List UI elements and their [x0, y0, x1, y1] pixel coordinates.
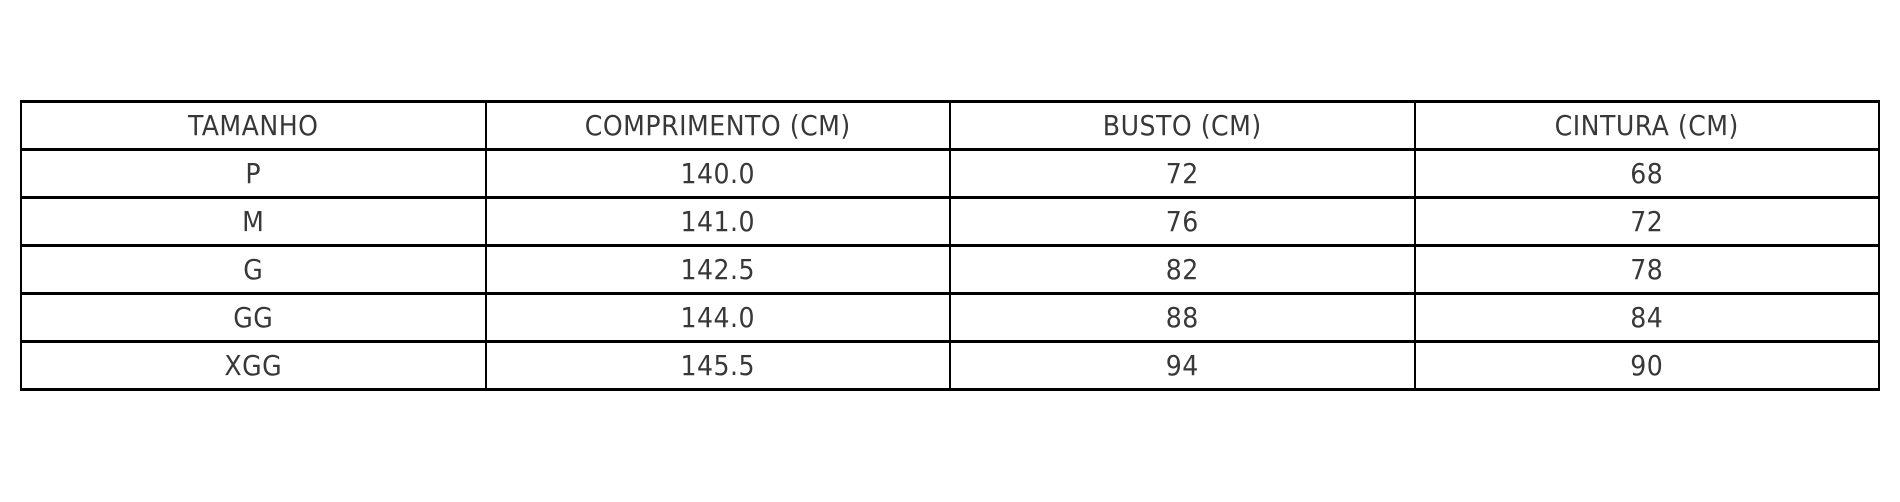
table-header-row: TAMANHO COMPRIMENTO (CM) BUSTO (CM) CINT…: [20, 100, 1880, 151]
table-cell-bust: 88: [949, 292, 1416, 343]
table-row: GG 144.0 88 84: [20, 292, 1880, 343]
table-cell-size: GG: [20, 292, 487, 343]
table-cell-bust: 76: [949, 196, 1416, 247]
table-cell-size: P: [20, 148, 487, 199]
table-row: G 142.5 82 78: [20, 244, 1880, 295]
table-cell-waist: 68: [1413, 148, 1880, 199]
table-cell-length: 145.5: [484, 340, 951, 391]
table-cell-size: G: [20, 244, 487, 295]
table-cell-size: XGG: [20, 340, 487, 391]
table-cell-waist: 84: [1413, 292, 1880, 343]
table-row: XGG 145.5 94 90: [20, 340, 1880, 391]
table-cell-length: 142.5: [484, 244, 951, 295]
table-cell-waist: 78: [1413, 244, 1880, 295]
table-row: M 141.0 76 72: [20, 196, 1880, 247]
table-cell-size: M: [20, 196, 487, 247]
table-row: P 140.0 72 68: [20, 148, 1880, 199]
size-chart-table: TAMANHO COMPRIMENTO (CM) BUSTO (CM) CINT…: [20, 100, 1880, 391]
table-cell-length: 140.0: [484, 148, 951, 199]
table-cell-bust: 94: [949, 340, 1416, 391]
table-cell-waist: 90: [1413, 340, 1880, 391]
header-cell-comprimento: COMPRIMENTO (CM): [484, 100, 951, 151]
table-cell-bust: 72: [949, 148, 1416, 199]
table-cell-length: 141.0: [484, 196, 951, 247]
header-cell-busto: BUSTO (CM): [949, 100, 1416, 151]
header-cell-tamanho: TAMANHO: [20, 100, 487, 151]
table-cell-bust: 82: [949, 244, 1416, 295]
table-cell-waist: 72: [1413, 196, 1880, 247]
header-cell-cintura: CINTURA (CM): [1413, 100, 1880, 151]
table-cell-length: 144.0: [484, 292, 951, 343]
